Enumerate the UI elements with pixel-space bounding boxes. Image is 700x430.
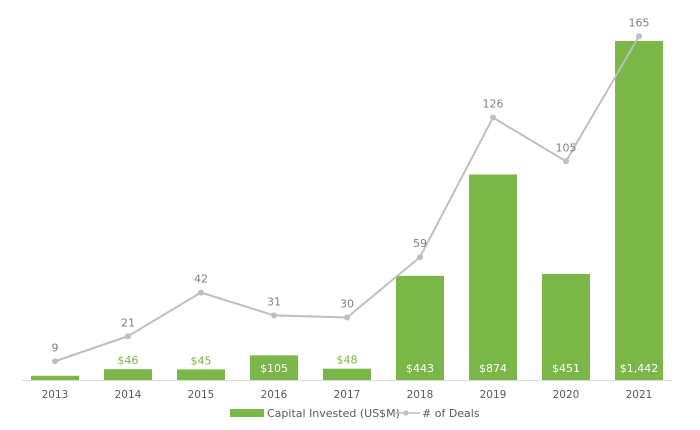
x-tick-label: 2021 [626,389,653,401]
bar-value-label: $874 [479,362,507,375]
deals-marker-icon [636,33,642,40]
x-tick-label: 2016 [261,389,288,401]
legend-bar-label: Capital Invested (US$M) [267,407,400,420]
legend: Capital Invested (US$M) # of Deals [230,407,480,420]
bar-value-label: $105 [260,362,288,375]
legend-line-label: # of Deals [422,407,480,420]
bar-2014 [104,369,152,380]
x-axis-tick-labels: 2013 2014 2015 2016 2017 2018 2019 2020 2021 [42,389,653,401]
bar-2013 [31,375,79,380]
deals-value-label: 105 [556,141,577,154]
deals-value-label: 59 [413,237,427,250]
line-value-labels: 9 21 42 31 30 59 126 105 165 [52,16,650,354]
deals-value-label: 42 [194,273,208,286]
bar-2018 [396,275,444,380]
bar-value-label: $48 [337,354,358,367]
deals-value-label: 165 [629,16,650,29]
bar-series-capital-invested [31,41,663,380]
x-tick-label: 2017 [334,389,361,401]
x-tick-label: 2013 [42,389,69,401]
bar-2015 [177,369,225,380]
line-series-deals [52,33,642,365]
bar-value-label: $451 [552,362,580,375]
x-tick-label: 2014 [115,389,142,401]
bar-2017 [323,368,371,380]
bar-value-labels: $46 $45 $105 $48 $443 $874 $451 $1,442 [118,354,659,375]
deals-marker-icon [271,312,277,319]
x-tick-label: 2019 [480,389,507,401]
deals-value-label: 30 [340,298,354,311]
deals-marker-icon [417,254,423,261]
bar-2020 [542,273,590,380]
deals-value-label: 31 [267,295,281,308]
bar-2021 [615,41,663,380]
deals-value-label: 126 [483,98,504,111]
deals-marker-icon [490,114,496,121]
x-tick-label: 2015 [188,389,215,401]
legend-line-marker-icon [403,410,409,416]
x-tick-label: 2018 [407,389,434,401]
deals-value-label: 9 [52,341,59,354]
deals-marker-icon [344,314,350,321]
bar-value-label: $1,442 [620,362,659,375]
deals-marker-icon [52,358,58,365]
bar-value-label: $46 [118,354,139,367]
bar-2016 [250,355,298,380]
bar-value-label: $45 [191,354,212,367]
bar-value-label: $443 [406,362,434,375]
deals-value-label: 21 [121,316,135,329]
bar-2019 [469,174,517,380]
deals-marker-icon [563,158,569,165]
x-tick-label: 2020 [553,389,580,401]
legend-bar-swatch-icon [230,409,264,417]
deals-marker-icon [198,289,204,296]
deals-marker-icon [125,333,131,340]
